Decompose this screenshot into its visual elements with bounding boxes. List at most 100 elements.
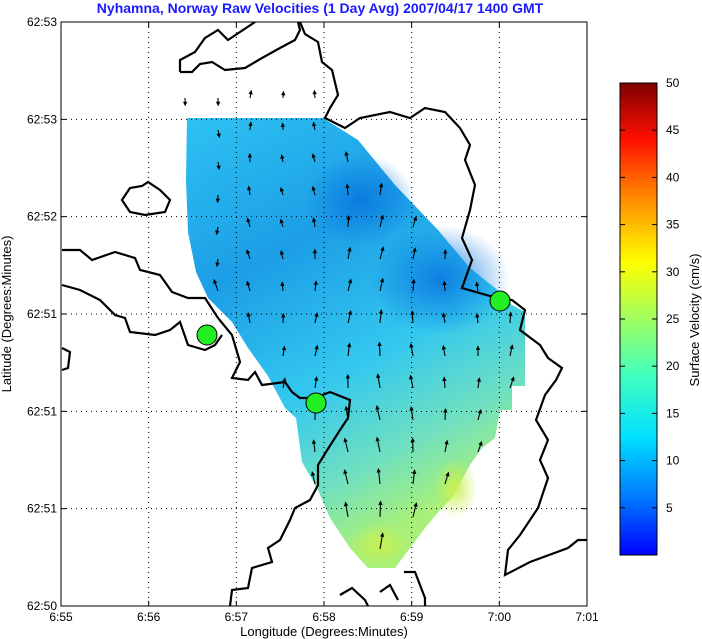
vector-arrowhead bbox=[314, 344, 319, 350]
y-tick-label: 62:50 bbox=[27, 599, 57, 613]
vector-arrowhead bbox=[347, 246, 352, 252]
vector-arrowhead bbox=[281, 90, 286, 96]
colorbar-tick-label: 40 bbox=[666, 170, 680, 184]
vector-arrowhead bbox=[476, 377, 482, 382]
colorbar-tick-label: 25 bbox=[666, 312, 680, 326]
chart-title: Nyhamna, Norway Raw Velocities (1 Day Av… bbox=[96, 0, 544, 16]
colorbar-tick-label: 35 bbox=[666, 218, 680, 232]
vector-arrowhead bbox=[379, 532, 385, 538]
x-tick-label: 6:56 bbox=[137, 610, 161, 624]
vector-arrowhead bbox=[282, 377, 287, 383]
vector-arrowhead bbox=[215, 101, 221, 107]
vector-arrowhead bbox=[247, 185, 252, 191]
x-axis-label: Longitude (Degrees:Minutes) bbox=[240, 624, 408, 639]
x-tick-label: 6:57 bbox=[225, 610, 249, 624]
vector-arrowhead bbox=[346, 342, 352, 348]
velocity-field bbox=[186, 118, 525, 568]
vector-arrowhead bbox=[508, 311, 513, 317]
colorbar-tick-label: 45 bbox=[666, 123, 680, 137]
vector-arrowhead bbox=[380, 246, 385, 252]
low-velocity-zone bbox=[370, 225, 510, 335]
vector-arrowhead bbox=[412, 247, 417, 253]
vector-arrowhead bbox=[216, 133, 221, 139]
vector-arrowhead bbox=[409, 406, 414, 411]
vector-arrowhead bbox=[412, 215, 418, 221]
vector-arrowhead bbox=[213, 278, 218, 284]
radar-site-marker bbox=[305, 392, 327, 414]
y-tick-label: 62:51 bbox=[27, 404, 57, 418]
vector-arrowhead bbox=[311, 217, 317, 222]
vector-arrowhead bbox=[442, 280, 447, 286]
vector-arrowhead bbox=[311, 185, 316, 191]
vector-arrowhead bbox=[281, 345, 287, 351]
vector-arrowhead bbox=[280, 281, 285, 287]
vector-arrowhead bbox=[247, 152, 253, 158]
low-velocity-zone bbox=[305, 155, 415, 245]
vector-arrowhead bbox=[314, 312, 319, 317]
colorbar bbox=[619, 82, 658, 556]
radar-site-marker bbox=[489, 290, 511, 312]
vector-arrowhead bbox=[378, 500, 383, 506]
colorbar-tick-label: 30 bbox=[666, 265, 680, 279]
vector-arrowhead bbox=[343, 501, 349, 507]
vector-arrowhead bbox=[442, 376, 447, 382]
vector-arrowhead bbox=[510, 376, 515, 382]
y-tick-label: 62:53 bbox=[27, 15, 57, 29]
vector-arrowhead bbox=[246, 311, 251, 317]
vector-arrowhead bbox=[475, 312, 480, 318]
vector-arrowhead bbox=[248, 89, 253, 95]
x-tick-label: 6:58 bbox=[312, 610, 336, 624]
vector-arrowhead bbox=[411, 278, 416, 284]
colorbar-tick-label: 20 bbox=[666, 359, 680, 373]
vector-arrowhead bbox=[445, 471, 450, 477]
vector-arrowhead bbox=[246, 280, 251, 286]
y-tick-label: 62:51 bbox=[27, 307, 57, 321]
x-tick-label: 6:55 bbox=[49, 610, 73, 624]
vector-arrowhead bbox=[475, 281, 480, 287]
vector-arrowhead bbox=[215, 198, 221, 204]
y-tick-label: 62:53 bbox=[27, 112, 57, 126]
vector-arrowhead bbox=[312, 89, 317, 95]
vector-arrowhead bbox=[346, 215, 351, 220]
vector-arrowhead bbox=[279, 186, 284, 192]
colorbar-tick-label: 15 bbox=[666, 406, 680, 420]
vector-arrowhead bbox=[412, 469, 417, 474]
y-axis: 62:50 62:51 62:51 62:51 62:52 62:53 62:53 bbox=[27, 15, 587, 613]
x-tick-label: 7:00 bbox=[488, 610, 512, 624]
vector-arrowhead bbox=[310, 471, 316, 477]
vector-arrowhead bbox=[215, 230, 220, 236]
vector-arrowhead bbox=[279, 249, 285, 255]
radar-site-marker bbox=[196, 324, 218, 346]
vector-arrowhead bbox=[378, 182, 384, 188]
vector-arrowhead bbox=[281, 312, 286, 318]
vector-arrowhead bbox=[409, 374, 414, 380]
vector-arrowhead bbox=[379, 277, 385, 283]
vector-arrowhead bbox=[443, 407, 448, 413]
y-tick-label: 62:51 bbox=[27, 502, 57, 516]
vector-arrowhead bbox=[377, 341, 382, 347]
velocity-vectors bbox=[182, 89, 515, 550]
vector-arrowhead bbox=[376, 373, 381, 379]
vector-arrowhead bbox=[478, 440, 483, 446]
colorbar-ticks: 5 10 15 20 25 30 35 40 45 50 bbox=[620, 76, 680, 515]
colorbar-tick-label: 50 bbox=[666, 76, 680, 90]
high-velocity-zone bbox=[433, 458, 477, 518]
vector-arrowhead bbox=[344, 405, 349, 411]
vector-arrowhead bbox=[409, 342, 414, 348]
vector-arrowhead bbox=[344, 151, 349, 156]
vector-arrowhead bbox=[441, 312, 447, 318]
vector-arrowhead bbox=[410, 437, 415, 443]
vector-arrowhead bbox=[347, 278, 353, 284]
vector-arrowhead bbox=[378, 308, 384, 314]
vector-arrowhead bbox=[443, 248, 448, 254]
y-axis-label: Latitude (Degrees:Minutes) bbox=[0, 236, 14, 393]
vector-arrowhead bbox=[312, 248, 318, 254]
colorbar-label: Surface Velocity (cm/s) bbox=[687, 254, 702, 387]
high-velocity-zone bbox=[350, 523, 410, 567]
vector-arrowhead bbox=[313, 280, 318, 286]
vector-arrowhead bbox=[215, 262, 220, 268]
vector-arrowhead bbox=[343, 469, 348, 475]
vector-arrowhead bbox=[345, 373, 351, 379]
y-tick-label: 62:52 bbox=[27, 210, 57, 224]
